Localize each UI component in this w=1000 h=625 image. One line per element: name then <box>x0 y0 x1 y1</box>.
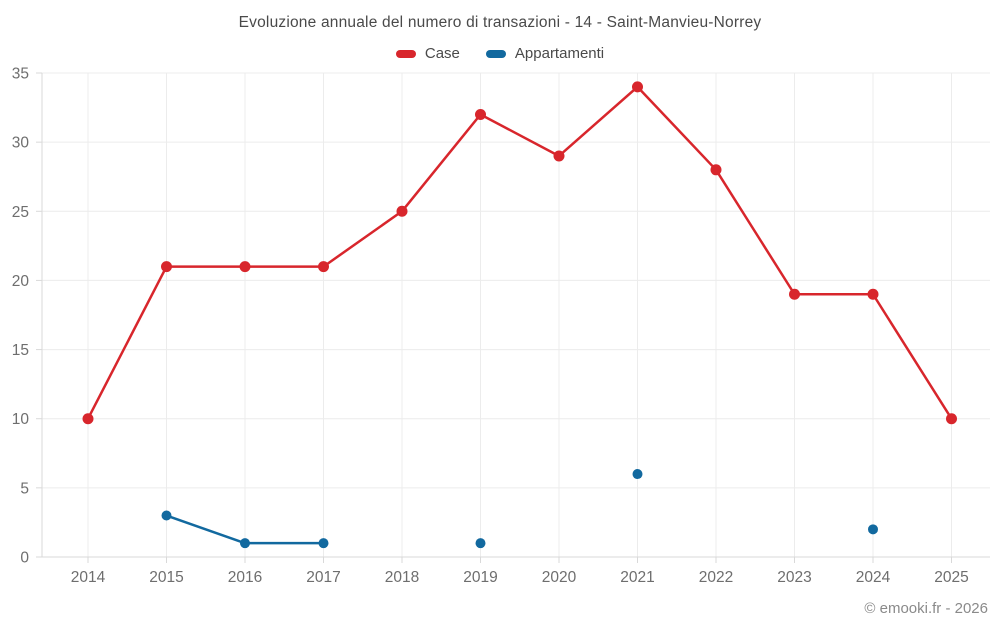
x-tick-label: 2022 <box>699 569 733 586</box>
data-point-case-2025[interactable] <box>946 413 957 425</box>
x-tick-label: 2025 <box>934 569 968 586</box>
data-point-case-2016[interactable] <box>239 261 251 273</box>
y-tick-label: 15 <box>12 342 29 359</box>
y-tick-label: 5 <box>20 480 29 497</box>
data-point-appartamenti-2015[interactable] <box>161 510 172 521</box>
data-point-appartamenti-2021[interactable] <box>632 469 643 480</box>
data-point-appartamenti-2016[interactable] <box>240 538 250 549</box>
x-tick-label: 2019 <box>463 569 497 586</box>
x-tick-label: 2020 <box>542 569 577 586</box>
x-tick-label: 2014 <box>71 569 106 586</box>
attribution-text: © emooki.fr - 2026 <box>864 600 988 617</box>
x-tick-label: 2024 <box>856 569 891 586</box>
data-point-case-2020[interactable] <box>553 150 565 162</box>
data-point-case-2022[interactable] <box>710 164 722 176</box>
legend-swatch-case <box>395 49 416 58</box>
data-point-case-2023[interactable] <box>789 288 800 300</box>
y-tick-label: 25 <box>12 204 29 221</box>
legend-swatch-appartamenti <box>485 49 506 58</box>
data-point-appartamenti-2024[interactable] <box>868 524 878 535</box>
data-point-case-2019[interactable] <box>475 108 486 120</box>
legend-item-case[interactable]: Case <box>395 45 460 62</box>
y-tick-label: 30 <box>12 135 30 152</box>
y-tick-label: 20 <box>12 273 30 290</box>
x-tick-label: 2018 <box>385 569 419 586</box>
x-tick-label: 2016 <box>228 569 262 586</box>
legend-label: Case <box>424 45 460 62</box>
x-tick-label: 2017 <box>306 569 340 586</box>
data-point-case-2024[interactable] <box>867 288 879 300</box>
y-tick-label: 10 <box>12 411 30 428</box>
chart-legend: Case Appartamenti <box>0 45 1000 62</box>
data-point-case-2014[interactable] <box>82 413 94 425</box>
series-line-case <box>86 85 953 420</box>
legend-item-appartamenti[interactable]: Appartamenti <box>485 45 605 62</box>
data-point-appartamenti-2017[interactable] <box>318 538 329 549</box>
x-tick-label: 2015 <box>149 569 183 586</box>
data-point-case-2018[interactable] <box>396 205 408 217</box>
chart-title: Evoluzione annuale del numero di transaz… <box>238 14 762 31</box>
data-point-case-2017[interactable] <box>318 261 329 273</box>
data-point-case-2015[interactable] <box>161 261 172 273</box>
data-point-case-2021[interactable] <box>632 81 643 93</box>
legend-label: Appartamenti <box>514 45 605 62</box>
data-point-appartamenti-2019[interactable] <box>475 538 486 549</box>
x-tick-label: 2023 <box>777 569 811 586</box>
y-tick-label: 0 <box>20 550 29 567</box>
y-tick-label: 35 <box>12 66 29 83</box>
x-tick-label: 2021 <box>620 569 654 586</box>
